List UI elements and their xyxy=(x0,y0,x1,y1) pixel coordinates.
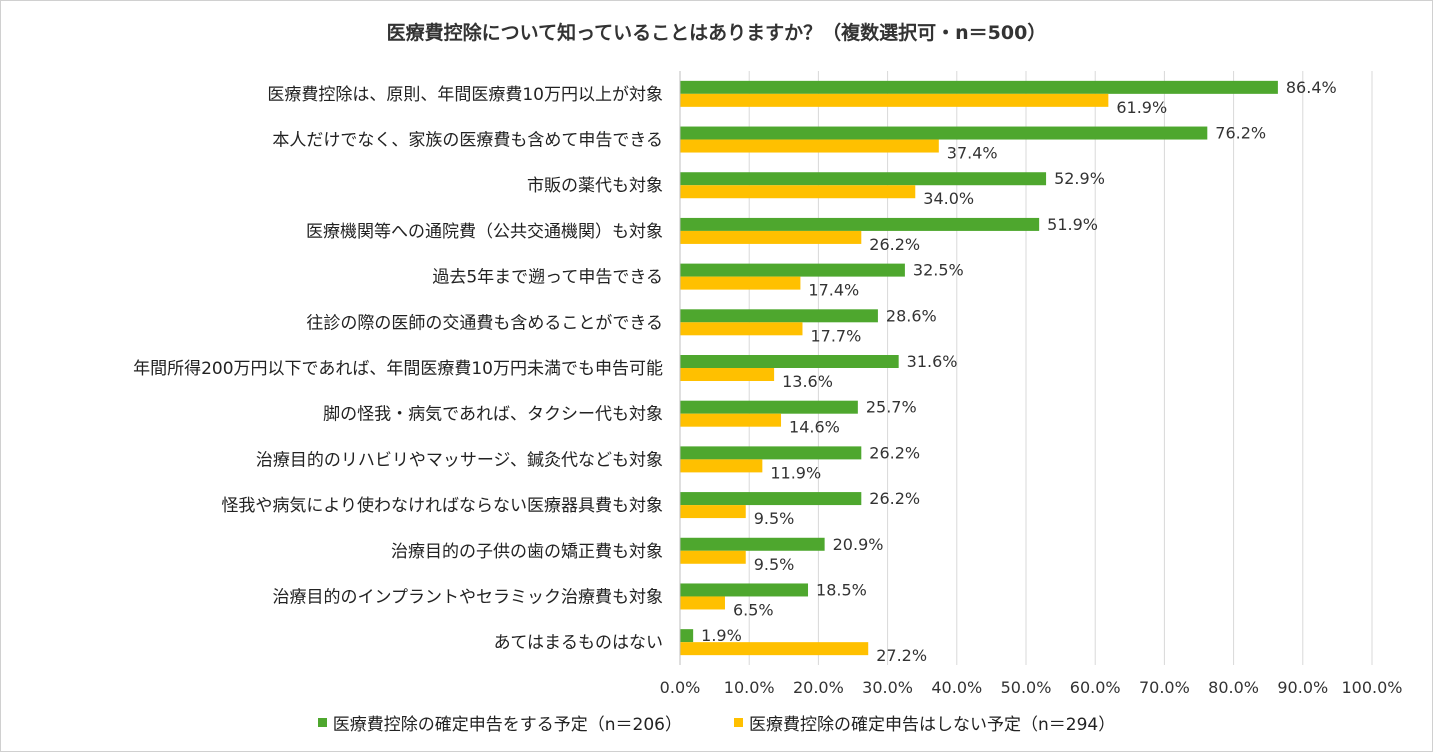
x-tick-label: 20.0% xyxy=(793,678,844,697)
bar-no-plan xyxy=(680,230,862,244)
category-label: 治療目的のリハビリやマッサージ、鍼灸代なども対象 xyxy=(256,450,663,470)
data-label-no-plan: 9.5% xyxy=(754,555,795,574)
data-label-plan: 1.9% xyxy=(701,626,742,645)
category-label: 脚の怪我・病気であれば、タクシー代も対象 xyxy=(323,405,663,425)
data-label-plan: 26.2% xyxy=(869,443,920,462)
bar-no-plan xyxy=(680,642,869,656)
bar-plan xyxy=(680,172,1047,186)
data-label-plan: 51.9% xyxy=(1047,215,1098,234)
x-tick-label: 40.0% xyxy=(931,678,982,697)
data-label-plan: 26.2% xyxy=(869,489,920,508)
bar-plan xyxy=(680,400,858,414)
bar-no-plan xyxy=(680,550,746,564)
category-label: 医療機関等への通院費（公共交通機関）も対象 xyxy=(306,222,663,242)
legend-swatch-green xyxy=(317,718,327,727)
bar-plan xyxy=(680,126,1208,140)
legend-item-no-plan: 医療費控除の確定申告はしない予定（n＝294） xyxy=(734,710,1115,735)
x-tick-label: 70.0% xyxy=(1139,678,1190,697)
data-label-no-plan: 61.9% xyxy=(1116,98,1167,117)
x-tick-label: 30.0% xyxy=(862,678,913,697)
bar-no-plan xyxy=(680,459,763,473)
data-label-plan: 20.9% xyxy=(833,535,884,554)
bar-plan xyxy=(680,355,899,368)
category-label: あてはまるものはない xyxy=(494,633,663,653)
bar-plan xyxy=(680,309,878,323)
data-label-plan: 86.4% xyxy=(1286,78,1337,97)
bar-plan xyxy=(680,583,809,597)
bar-no-plan xyxy=(680,505,746,519)
x-tick-label: 90.0% xyxy=(1277,678,1328,697)
bar-no-plan xyxy=(680,139,939,153)
x-tick-label: 100.0% xyxy=(1341,678,1402,697)
bar-plan xyxy=(680,492,862,506)
category-label: 市販の薬代も対象 xyxy=(527,176,663,196)
data-label-no-plan: 14.6% xyxy=(789,418,840,437)
bar-no-plan xyxy=(680,413,782,427)
category-label: 年間所得200万円以下であれば、年間医療費10万円未満でも申告可能 xyxy=(133,359,663,379)
x-tick-label: 60.0% xyxy=(1070,678,1121,697)
bar-no-plan xyxy=(680,185,916,199)
data-label-plan: 52.9% xyxy=(1054,169,1105,188)
bar-plan xyxy=(680,537,825,551)
chart-title: 医療費控除について知っていることはありますか？（複数選択可・n＝500） xyxy=(386,22,1047,44)
category-label: 本人だけでなく、家族の医療費も含めて申告できる xyxy=(272,131,663,151)
bar-plan xyxy=(680,629,694,643)
chart-legend: 医療費控除の確定申告をする予定（n＝206） 医療費控除の確定申告はしない予定（… xyxy=(0,710,1433,735)
data-label-plan: 32.5% xyxy=(913,261,964,280)
category-label: 往診の際の医師の交通費も含めることができる xyxy=(306,313,663,333)
category-label: 怪我や病気により使わなければならない医療器具費も対象 xyxy=(221,495,663,516)
bar-plan xyxy=(680,80,1278,94)
data-label-no-plan: 9.5% xyxy=(754,509,795,528)
bar-plan xyxy=(680,217,1040,231)
x-tick-label: 10.0% xyxy=(724,678,775,697)
data-label-plan: 18.5% xyxy=(816,580,867,599)
bar-plan xyxy=(680,446,862,460)
data-label-plan: 28.6% xyxy=(886,306,937,325)
category-label: 治療目的のインプラントやセラミック治療費も対象 xyxy=(273,587,664,607)
data-label-no-plan: 6.5% xyxy=(733,600,774,619)
category-label: 治療目的の子供の歯の矯正費も対象 xyxy=(391,542,663,562)
bar-no-plan xyxy=(680,93,1109,107)
data-label-plan: 76.2% xyxy=(1215,124,1266,143)
data-label-plan: 25.7% xyxy=(866,398,917,417)
legend-item-plan: 医療費控除の確定申告をする予定（n＝206） xyxy=(317,710,682,735)
category-label: 過去5年まで遡って申告できる xyxy=(432,268,663,288)
x-tick-label: 80.0% xyxy=(1208,678,1259,697)
bar-no-plan xyxy=(680,596,725,610)
data-label-no-plan: 34.0% xyxy=(923,189,974,208)
data-label-no-plan: 26.2% xyxy=(869,235,920,254)
category-label: 医療費控除は、原則、年間医療費10万円以上が対象 xyxy=(267,85,663,105)
data-label-no-plan: 37.4% xyxy=(947,144,998,163)
legend-label-plan: 医療費控除の確定申告をする予定（n＝206） xyxy=(332,715,682,735)
x-tick-label: 50.0% xyxy=(1001,678,1052,697)
bar-no-plan xyxy=(680,368,775,381)
data-label-plan: 31.6% xyxy=(907,352,958,371)
data-label-no-plan: 11.9% xyxy=(770,463,821,482)
data-label-no-plan: 17.4% xyxy=(808,281,859,300)
x-tick-label: 0.0% xyxy=(660,678,701,697)
bar-plan xyxy=(680,263,905,277)
data-label-no-plan: 27.2% xyxy=(876,646,927,665)
bar-no-plan xyxy=(680,322,803,336)
legend-swatch-yellow xyxy=(734,718,743,727)
bar-no-plan xyxy=(680,276,801,290)
data-label-no-plan: 13.6% xyxy=(782,372,833,391)
data-label-no-plan: 17.7% xyxy=(810,326,861,345)
legend-label-no-plan: 医療費控除の確定申告はしない予定（n＝294） xyxy=(749,715,1116,735)
